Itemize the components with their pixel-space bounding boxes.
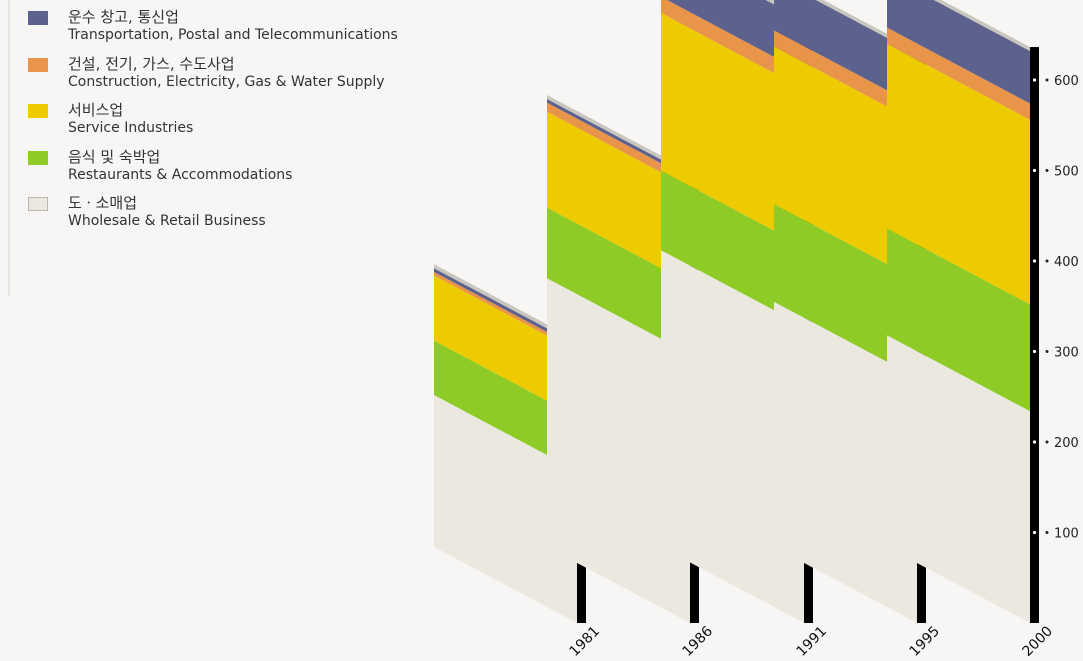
year-label-1986: 1986 <box>680 623 717 660</box>
segment-4 <box>887 0 1030 104</box>
legend-divider <box>8 0 10 296</box>
segment-2 <box>547 111 690 284</box>
segment-4 <box>434 268 577 348</box>
segment-4 <box>547 99 690 179</box>
axis-tick-dot <box>1045 440 1049 444</box>
bar-panel-1995: 1995 <box>774 0 943 660</box>
axis-bar <box>1030 47 1039 624</box>
axis-tick-dot <box>1045 259 1049 263</box>
legend-label-ko: 운수 창고, 통신업 <box>68 8 179 26</box>
tick-dot <box>1032 168 1037 173</box>
segment-0 <box>887 335 1030 623</box>
legend-label-en: Restaurants & Accommodations <box>68 167 293 183</box>
segment-3 <box>547 102 690 188</box>
tick-dot <box>1032 259 1037 263</box>
tick-dot <box>1032 530 1037 535</box>
segment-2 <box>661 13 804 247</box>
axis-tick-label: 600 <box>1054 74 1079 89</box>
segment-1 <box>887 228 1030 412</box>
legend-label-en: Service Industries <box>68 120 194 136</box>
bar-top-edge <box>933 0 1030 52</box>
segment-1 <box>547 207 690 355</box>
segment-2 <box>434 275 577 417</box>
tick-dot <box>1032 78 1037 82</box>
segment-3 <box>887 27 1030 120</box>
segment-1 <box>434 340 577 471</box>
year-label-1995: 1995 <box>907 623 944 660</box>
segment-1 <box>661 170 804 327</box>
segment-0 <box>547 278 690 623</box>
year-label-1991: 1991 <box>794 623 831 660</box>
segment-3 <box>434 271 577 352</box>
legend-swatch <box>28 151 48 165</box>
axis-tick-dot <box>1045 350 1049 353</box>
legend-label-en: Transportation, Postal and Telecommunica… <box>68 27 398 43</box>
legend: 운수 창고, 통신업 Transportation, Postal and Tel… <box>0 0 440 296</box>
axis-tick-dot <box>1045 169 1049 172</box>
segment-2 <box>774 46 917 281</box>
legend-label-ko: 음식 및 숙박업 <box>68 148 161 166</box>
bar-top-edge <box>434 264 577 345</box>
segment-3 <box>661 0 804 90</box>
segment-1 <box>774 204 917 378</box>
legend-swatch <box>28 104 48 118</box>
axis-tick-label: 200 <box>1054 436 1079 451</box>
axis-tick-label: 100 <box>1054 527 1079 542</box>
legend-label-ko: 건설, 전기, 가스, 수도사업 <box>68 55 235 73</box>
axis-tick-label: 300 <box>1054 346 1079 361</box>
axis-tick-label: 500 <box>1054 165 1079 180</box>
year-label-2000: 2000 <box>1020 623 1057 660</box>
bar-panel-1986: 1986 <box>547 95 716 660</box>
axis-tick-dot <box>1045 531 1049 534</box>
tick-dot <box>1032 440 1037 444</box>
bar-panel-2000: 2000 <box>887 0 1056 660</box>
segment-3 <box>774 30 917 123</box>
legend-label-en: Construction, Electricity, Gas & Water S… <box>68 74 385 90</box>
axis-tick-label: 400 <box>1054 255 1079 270</box>
legend-swatch <box>28 197 48 211</box>
segment-4 <box>667 0 804 73</box>
segment-0 <box>434 394 577 623</box>
axis-tick-dot <box>1045 78 1049 82</box>
legend-swatch <box>28 11 48 25</box>
bar-top-edge <box>547 95 690 176</box>
segment-0 <box>774 301 917 623</box>
legend-swatch <box>28 58 48 72</box>
tick-dot <box>1032 349 1037 354</box>
segment-4 <box>774 0 917 107</box>
legend-label-ko: 서비스업 <box>68 101 124 119</box>
segment-0 <box>661 250 804 623</box>
legend-label-ko: 도ㆍ소매업 <box>68 194 138 212</box>
year-label-1981: 1981 <box>567 623 604 660</box>
legend-label-en: Wholesale & Retail Business <box>68 213 266 229</box>
segment-2 <box>887 43 1030 305</box>
